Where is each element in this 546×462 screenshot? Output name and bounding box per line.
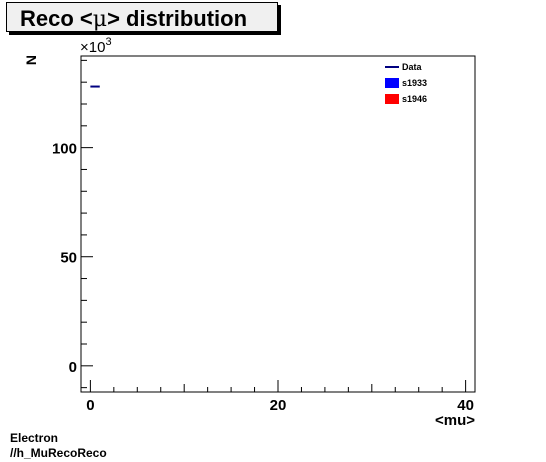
title-box: Reco <μ> distribution: [6, 2, 278, 32]
y-exponent-power: 3: [105, 36, 111, 48]
y-axis-label: N: [23, 55, 39, 65]
legend-label: s1933: [402, 78, 427, 88]
legend: Data s1933 s1946: [385, 62, 427, 104]
x-tick-label: 40: [457, 397, 474, 414]
chart-title-suffix: > distribution: [107, 6, 248, 31]
legend-label: Data: [402, 62, 423, 72]
footer-line-2: //h_MuRecoReco: [10, 446, 107, 460]
y-tick-label: 50: [60, 250, 77, 267]
x-tick-label: 20: [270, 397, 287, 414]
y-exponent-label: ×103: [80, 36, 112, 56]
chart-title-prefix: Reco <: [20, 6, 93, 31]
legend-fill-swatch: [385, 94, 399, 104]
axis-ticks: 0 20 40 0 50 100: [52, 59, 474, 414]
y-exponent-base: ×10: [80, 39, 105, 56]
x-axis-label: <mu>: [435, 412, 475, 429]
legend-label: s1946: [402, 94, 427, 104]
footer-line-1: Electron: [10, 431, 59, 445]
legend-fill-swatch: [385, 78, 399, 88]
y-tick-label: 100: [52, 141, 77, 158]
x-tick-label: 0: [86, 397, 94, 414]
plot-frame: [80, 55, 476, 393]
y-tick-label: 0: [69, 359, 77, 376]
chart-title-mu-symbol: μ: [92, 7, 108, 32]
chart-title: Reco <μ> distribution: [20, 6, 247, 32]
